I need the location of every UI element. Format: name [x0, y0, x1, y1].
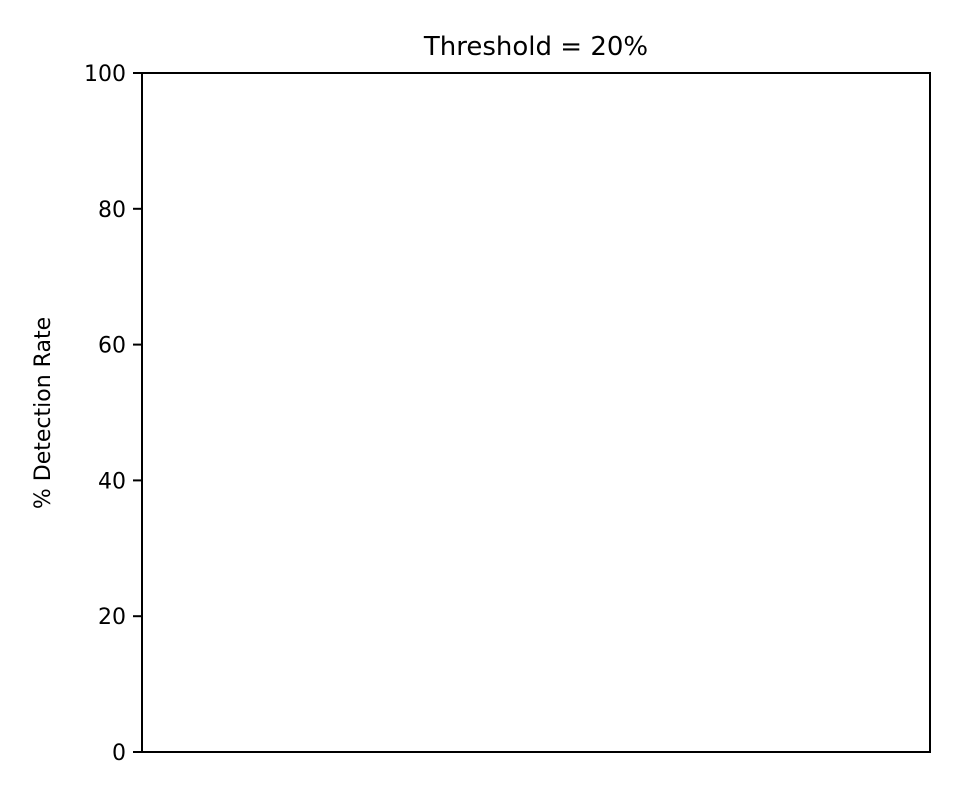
- y-tick-label: 0: [112, 741, 126, 766]
- y-axis-ticks: 0 20 40 60 80 100: [84, 62, 142, 766]
- chart-title: Threshold = 20%: [423, 32, 648, 62]
- y-tick-label: 60: [98, 334, 126, 359]
- y-axis-label: % Detection Rate: [31, 317, 56, 509]
- y-tick-label: 100: [84, 62, 126, 87]
- y-tick-label: 80: [98, 198, 126, 223]
- plot-area-frame: [141, 72, 931, 753]
- y-tick-label: 20: [98, 605, 126, 630]
- y-tick-label: 40: [98, 469, 126, 494]
